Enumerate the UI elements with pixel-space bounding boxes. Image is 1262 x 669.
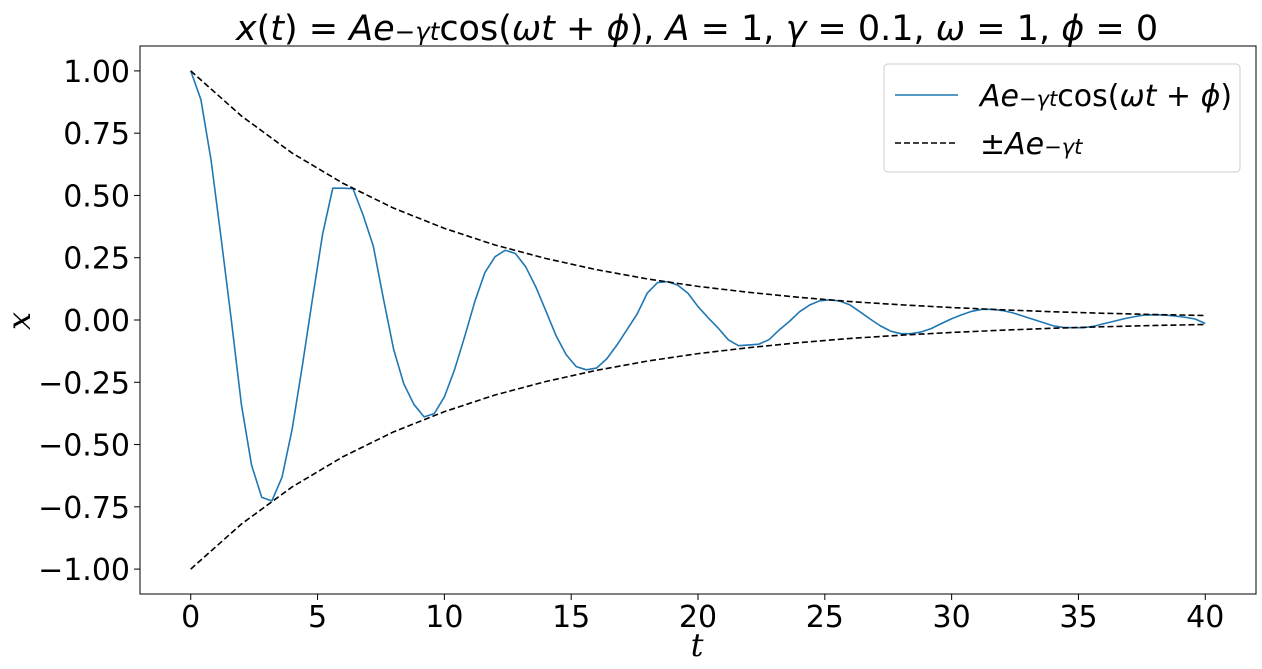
x-tick-label: 15 xyxy=(552,600,590,635)
x-tick-label: 20 xyxy=(679,600,717,635)
y-tick-label: −0.75 xyxy=(38,491,130,526)
series-line-2 xyxy=(190,70,1206,317)
y-tick-label: −0.50 xyxy=(38,429,130,464)
legend-label-envelope: ±Ae−γt xyxy=(980,127,1083,162)
y-axis: 1.00 0.75 0.50 0.25 0.00 −0.25 −0.50 −0.75 −1.00 xyxy=(38,55,140,588)
legend: Ae−γtcos(ωt + ϕ) ±Ae−γt xyxy=(883,63,1241,173)
y-tick-label: −1.00 xyxy=(38,553,130,588)
legend-frame xyxy=(883,63,1241,173)
series-line-3 xyxy=(190,323,1206,570)
x-tick-label: 35 xyxy=(1059,600,1097,635)
legend-label-oscillation: Ae−γtcos(ωt + ϕ) xyxy=(978,79,1232,114)
y-tick-label: 0.75 xyxy=(63,117,130,152)
x-tick-label: 25 xyxy=(806,600,844,635)
x-axis: 0 5 10 15 20 25 30 35 40 xyxy=(181,594,1224,635)
x-tick-label: 0 xyxy=(181,600,200,635)
x-tick-label: 40 xyxy=(1186,600,1224,635)
x-tick-label: 30 xyxy=(933,600,971,635)
x-tick-label: 5 xyxy=(308,600,327,635)
series-line-1 xyxy=(189,70,1206,502)
y-tick-label: 1.00 xyxy=(63,55,130,90)
y-tick-label: 0.50 xyxy=(63,179,130,214)
y-tick-label: −0.25 xyxy=(38,366,130,401)
y-tick-label: 0.25 xyxy=(63,242,130,277)
x-axis-label: t xyxy=(691,626,704,664)
y-tick-label: 0.00 xyxy=(63,304,130,339)
y-axis-label: x xyxy=(0,312,38,330)
x-tick-label: 10 xyxy=(425,600,463,635)
chart-title: x(t) = Ae−γtcos(ωt + ϕ), A = 1, γ = 0.1,… xyxy=(235,9,1158,49)
